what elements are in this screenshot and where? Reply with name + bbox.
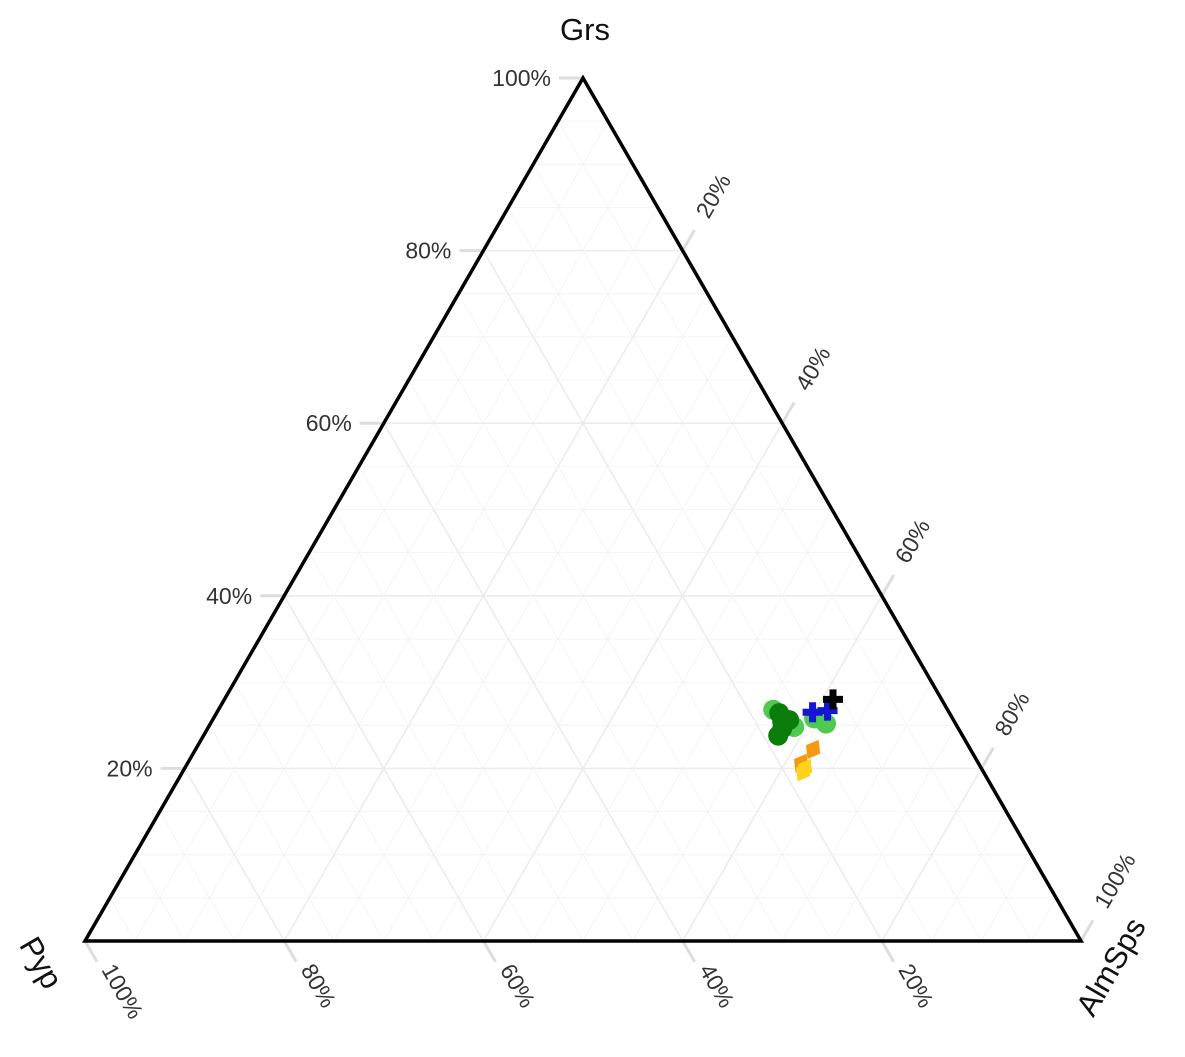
grid-line (283, 595, 485, 942)
tick-mark (1079, 919, 1095, 942)
axis-label-top: Grs (560, 12, 610, 47)
chart-grid (109, 120, 1057, 942)
grid-line (183, 768, 285, 942)
data-point-plus (802, 702, 823, 723)
grid-line (582, 509, 833, 942)
grid-line (781, 681, 933, 942)
axis-label-right: AlmSps (1069, 912, 1153, 1022)
grid-line (159, 811, 235, 942)
axis-label-left: Pyp (13, 931, 70, 995)
grid-line (433, 379, 758, 942)
data-points (763, 689, 843, 782)
grid-line (258, 638, 435, 942)
tick-label-pyp: 100% (97, 959, 149, 1023)
grid-line (1030, 897, 1057, 942)
data-point-diamond (805, 739, 821, 759)
tick-label-almsps: 80% (989, 687, 1035, 740)
tick-label-pyp: 20% (893, 959, 939, 1012)
grid-line (134, 854, 186, 942)
grid-line (632, 552, 858, 942)
grid-line (831, 725, 957, 942)
grid-line (507, 207, 933, 942)
grid-line (358, 466, 634, 942)
tick-mark (482, 940, 497, 963)
grid-line (980, 854, 1032, 942)
triangle-frame (81, 74, 1085, 943)
tick-mark (83, 940, 99, 963)
data-point-diamond (795, 762, 811, 782)
grid-line (731, 638, 908, 942)
data-point-circle (816, 713, 837, 734)
tick-label-almsps: 100% (1089, 849, 1141, 913)
grid-line (408, 379, 733, 942)
tick-mark (980, 746, 995, 770)
grid-line (209, 725, 335, 942)
grid-line (233, 681, 385, 942)
tick-mark (282, 940, 298, 963)
tick-marks (83, 76, 1095, 963)
tick-label-almsps: 20% (690, 169, 736, 222)
tick-label-pyp: 80% (296, 959, 342, 1012)
grid-line (931, 811, 1007, 942)
grid-line (333, 509, 584, 942)
tick-label-grs: 20% (107, 755, 153, 781)
data-point-circle (768, 725, 789, 746)
tick-label-grs: 80% (405, 238, 451, 264)
tick-mark (880, 574, 896, 597)
tick-mark (780, 401, 796, 424)
grid-line (881, 768, 983, 942)
grid-line (134, 120, 609, 942)
grid-line (308, 552, 534, 942)
data-point-plus (822, 689, 843, 710)
data-point-plus (817, 700, 838, 721)
tick-label-pyp: 60% (495, 959, 541, 1012)
grid-line (681, 595, 883, 942)
grid-line (557, 120, 1032, 942)
tick-label-grs: 40% (206, 583, 252, 609)
grid-line (458, 293, 833, 942)
tick-mark (681, 940, 696, 963)
tick-label-almsps: 40% (790, 342, 836, 395)
tick-label-pyp: 40% (694, 959, 740, 1012)
tick-mark (880, 940, 896, 963)
tick-label-grs: 60% (306, 410, 352, 436)
tick-label-grs: 100% (492, 65, 551, 91)
grid-line (333, 293, 708, 942)
tick-mark (681, 229, 696, 252)
grid-line (233, 207, 659, 942)
data-point-circle (779, 710, 800, 731)
grid-line (109, 897, 136, 942)
tick-label-almsps: 60% (890, 515, 936, 568)
grid-line (532, 466, 808, 942)
